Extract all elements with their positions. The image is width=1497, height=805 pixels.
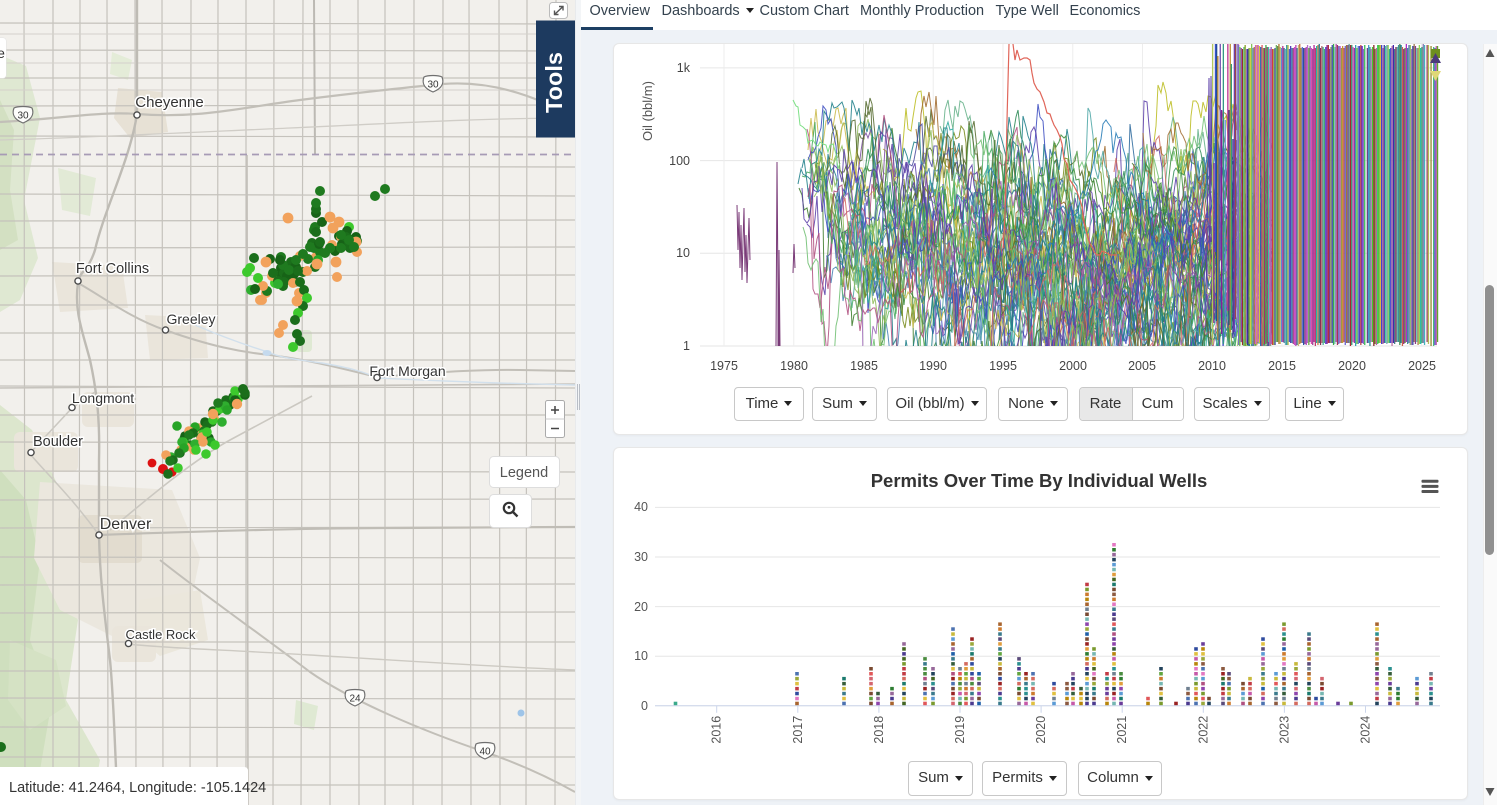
svg-text:10: 10 — [676, 246, 690, 260]
svg-text:2015: 2015 — [1268, 359, 1296, 373]
svg-text:1985: 1985 — [850, 359, 878, 373]
svg-text:2000: 2000 — [1059, 359, 1087, 373]
svg-text:Greeley: Greeley — [166, 311, 215, 327]
svg-text:2010: 2010 — [1198, 359, 1226, 373]
svg-text:e: e — [0, 45, 5, 61]
svg-text:1: 1 — [683, 339, 690, 353]
svg-text:1990: 1990 — [919, 359, 947, 373]
svg-text:1995: 1995 — [989, 359, 1017, 373]
svg-text:2020: 2020 — [1034, 716, 1048, 744]
svg-text:Tools: Tools — [541, 52, 567, 113]
svg-text:Denver: Denver — [100, 516, 152, 533]
svg-text:30: 30 — [634, 550, 648, 564]
svg-text:20: 20 — [634, 600, 648, 614]
svg-text:2020: 2020 — [1338, 359, 1366, 373]
svg-text:10: 10 — [634, 649, 648, 663]
svg-text:Fort Morgan: Fort Morgan — [369, 363, 445, 379]
svg-text:2016: 2016 — [710, 716, 724, 744]
svg-text:1980: 1980 — [780, 359, 808, 373]
svg-text:Fort Collins: Fort Collins — [76, 261, 149, 277]
svg-text:2025: 2025 — [1408, 359, 1436, 373]
svg-text:Longmont: Longmont — [72, 390, 134, 406]
svg-text:30: 30 — [427, 80, 439, 91]
svg-text:Cheyenne: Cheyenne — [135, 94, 203, 111]
svg-text:1975: 1975 — [710, 359, 738, 373]
svg-text:2017: 2017 — [791, 716, 805, 744]
svg-text:30: 30 — [17, 111, 29, 122]
svg-text:Boulder: Boulder — [33, 434, 83, 450]
svg-text:Castle Rock: Castle Rock — [125, 627, 196, 642]
svg-text:2021: 2021 — [1115, 716, 1129, 744]
svg-text:2019: 2019 — [953, 716, 967, 744]
svg-text:24: 24 — [349, 694, 361, 705]
svg-text:2023: 2023 — [1277, 716, 1291, 744]
svg-text:2024: 2024 — [1359, 716, 1373, 744]
svg-text:100: 100 — [669, 154, 690, 168]
svg-text:2022: 2022 — [1196, 716, 1210, 744]
svg-text:1k: 1k — [677, 61, 691, 75]
svg-text:2005: 2005 — [1128, 359, 1156, 373]
svg-text:Oil (bbl/m): Oil (bbl/m) — [640, 81, 655, 141]
svg-text:0: 0 — [641, 699, 648, 713]
svg-text:Permits Over Time By Individua: Permits Over Time By Individual Wells — [871, 470, 1208, 491]
svg-text:40: 40 — [479, 747, 491, 758]
svg-text:2018: 2018 — [872, 716, 886, 744]
svg-text:40: 40 — [634, 500, 648, 514]
svg-text:Legend: Legend — [500, 465, 548, 481]
svg-text:Latitude: 41.2464, Longitude:: Latitude: 41.2464, Longitude: -105.1424 — [9, 780, 266, 796]
